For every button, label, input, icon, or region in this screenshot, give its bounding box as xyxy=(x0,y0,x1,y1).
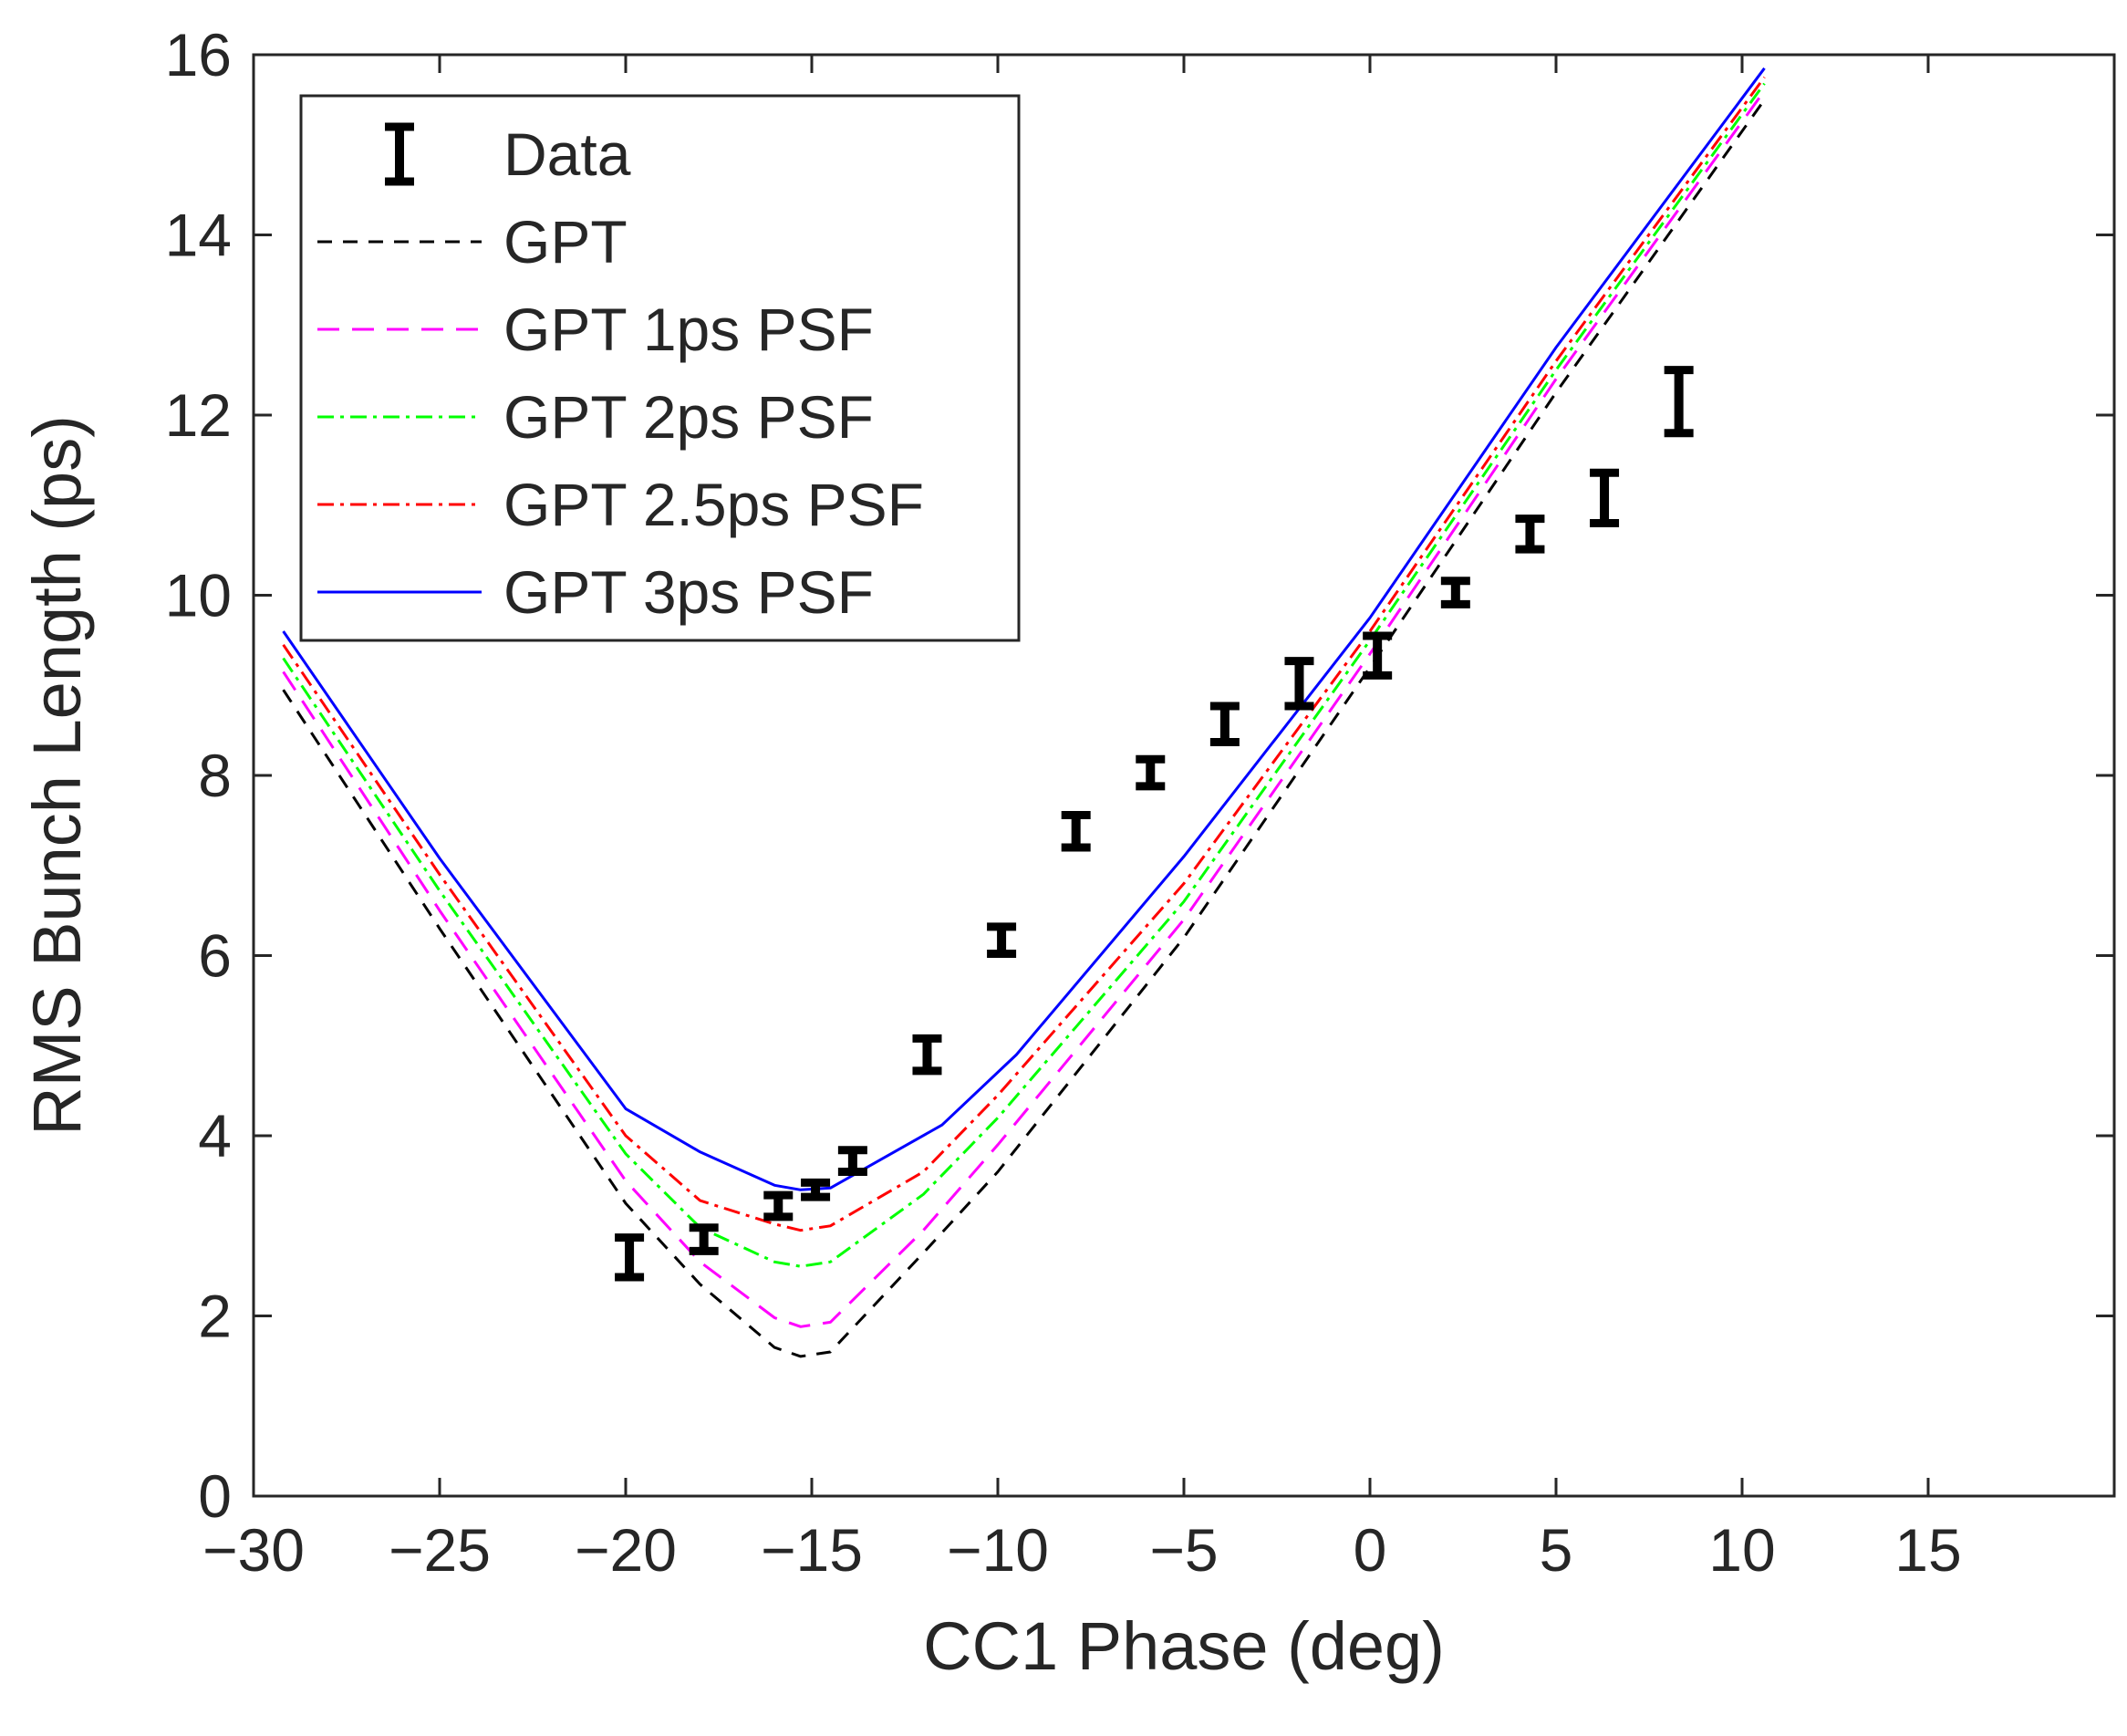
x-tick-label: 15 xyxy=(1894,1516,1961,1584)
legend-label-series: GPT xyxy=(503,208,628,275)
data-errorbar xyxy=(1209,702,1240,746)
data-errorbar xyxy=(1515,515,1545,554)
y-tick-label: 4 xyxy=(198,1102,232,1169)
x-tick-label: −20 xyxy=(575,1516,677,1584)
data-errorbar xyxy=(1061,810,1091,852)
y-tick-label: 16 xyxy=(165,21,232,88)
x-tick-label: 10 xyxy=(1708,1516,1775,1584)
legend-box xyxy=(299,94,1021,642)
errorbar-layer xyxy=(615,366,1694,1282)
legend-label-data: Data xyxy=(503,120,631,188)
y-tick-label: 8 xyxy=(198,742,232,809)
y-tick-label: 6 xyxy=(198,922,232,990)
x-tick-label: −30 xyxy=(202,1516,305,1584)
series-line-1 xyxy=(282,89,1766,1328)
y-tick-label: 14 xyxy=(165,202,232,269)
data-errorbar xyxy=(1136,754,1166,791)
series-layer xyxy=(282,67,1766,1358)
y-tick-label: 0 xyxy=(198,1462,232,1530)
series-line-4 xyxy=(282,67,1766,1191)
data-errorbar xyxy=(801,1178,831,1201)
data-errorbar xyxy=(1590,468,1620,527)
legend-item-series-0: GPT xyxy=(317,208,628,275)
series-line-2 xyxy=(282,82,1766,1268)
legend-item-series-1: GPT 1ps PSF xyxy=(317,296,874,363)
x-tick-label: 5 xyxy=(1540,1516,1573,1584)
x-tick-label: −25 xyxy=(389,1516,491,1584)
data-errorbar xyxy=(763,1190,794,1221)
legend-item-series-3: GPT 2.5ps PSF xyxy=(317,471,924,538)
x-tick-label: −15 xyxy=(761,1516,863,1584)
series-line-0 xyxy=(282,99,1766,1358)
data-errorbar xyxy=(1284,657,1314,711)
y-axis-label: RMS Bunch Length (ps) xyxy=(19,415,95,1136)
data-errorbar xyxy=(1363,631,1393,680)
data-errorbar xyxy=(615,1233,645,1282)
data-errorbar xyxy=(1440,577,1470,608)
legend-item-series-4: GPT 3ps PSF xyxy=(317,558,874,626)
legend-label-series: GPT 2.5ps PSF xyxy=(503,471,924,538)
x-tick-label: −5 xyxy=(1149,1516,1218,1584)
x-tick-label: 0 xyxy=(1354,1516,1387,1584)
data-errorbar xyxy=(689,1223,719,1255)
y-tick-label: 12 xyxy=(165,381,232,449)
axes-box xyxy=(252,53,2116,1498)
data-errorbar xyxy=(912,1034,942,1076)
legend-label-series: GPT 2ps PSF xyxy=(503,383,874,451)
data-errorbar xyxy=(987,922,1017,959)
data-errorbar xyxy=(1664,366,1694,438)
data-errorbar xyxy=(837,1146,867,1176)
y-tick-label: 10 xyxy=(165,562,232,629)
y-tick-label: 2 xyxy=(198,1283,232,1350)
legend-item-data: Data xyxy=(385,120,631,188)
ticks-layer: −30 −25 −20 −15 −10 −5 0 5 10 15 0 2 4 6 8 10 12 14 16 xyxy=(165,21,2114,1584)
legend-item-series-2: GPT 2ps PSF xyxy=(317,383,874,451)
legend-label-series: GPT 3ps PSF xyxy=(503,558,874,626)
legend-label-series: GPT 1ps PSF xyxy=(503,296,874,363)
series-line-3 xyxy=(282,76,1766,1232)
x-axis-label: CC1 Phase (deg) xyxy=(923,1608,1445,1684)
legend: Data GPT GPT 1ps PSF GPT 2ps PSF GPT 2.5ps P… xyxy=(299,94,1021,642)
x-tick-label: −10 xyxy=(947,1516,1049,1584)
